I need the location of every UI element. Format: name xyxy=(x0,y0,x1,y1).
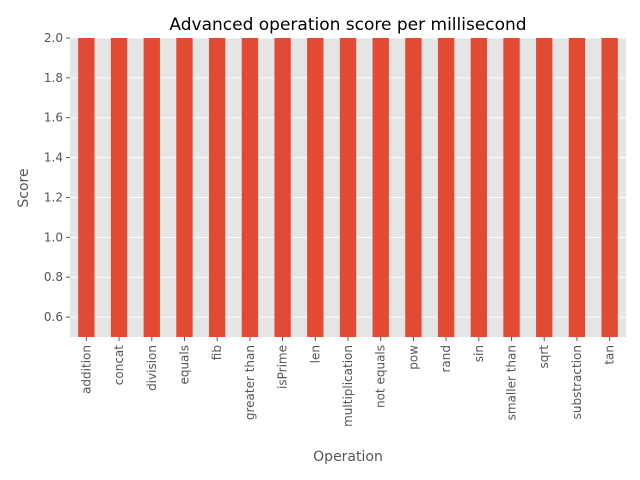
chart-title: Advanced operation score per millisecond xyxy=(169,15,526,35)
x-tick-label: multiplication xyxy=(341,345,355,427)
x-tick-label: rand xyxy=(439,345,453,373)
x-tick-label: greater than xyxy=(243,345,257,420)
x-tick-label: not equals xyxy=(374,345,388,408)
bar-substraction xyxy=(568,38,586,337)
x-tick-label: len xyxy=(308,345,322,363)
x-tick-label: sqrt xyxy=(537,345,551,369)
bar-isPrime xyxy=(274,38,291,337)
bar-not-equals xyxy=(372,38,389,337)
bar-fib xyxy=(209,38,226,337)
bar-greater-than xyxy=(241,38,259,337)
x-tick-label: pow xyxy=(406,345,420,370)
y-tick-label: 2.0 xyxy=(44,31,63,45)
bars xyxy=(78,38,618,337)
y-tick-label: 0.8 xyxy=(44,270,63,284)
bar-sqrt xyxy=(536,38,553,337)
x-axis-label: Operation xyxy=(313,449,383,465)
x-tick-label: smaller than xyxy=(505,345,519,420)
y-axis-label: Score xyxy=(16,168,32,207)
bar-rand xyxy=(437,38,455,337)
bar-multiplication xyxy=(339,38,357,337)
y-axis-ticks: 0.6 0.8 1.0 1.2 1.4 1.6 1.8 2.0 xyxy=(44,31,70,324)
y-tick-label: 1.8 xyxy=(44,71,63,85)
x-tick-label: tan xyxy=(603,345,617,365)
bar-equals xyxy=(176,38,193,337)
bar-pow xyxy=(405,38,422,337)
bar-addition xyxy=(78,38,95,337)
x-tick-label: equals xyxy=(177,345,191,385)
y-tick-label: 1.2 xyxy=(44,190,63,204)
bar-division xyxy=(143,38,160,337)
y-tick-label: 1.4 xyxy=(44,151,63,165)
x-tick-label: fib xyxy=(210,345,224,360)
bar-concat xyxy=(110,38,128,337)
bar-sin xyxy=(470,38,487,337)
x-tick-label: addition xyxy=(79,345,93,394)
x-axis-ticks: addition concat division equals fib greater t… xyxy=(79,337,617,427)
x-tick-label: isPrime xyxy=(276,345,290,389)
bar-len xyxy=(307,38,324,337)
y-tick-label: 1.0 xyxy=(44,230,63,244)
x-tick-label: division xyxy=(145,345,159,391)
x-tick-label: substraction xyxy=(570,345,584,419)
bar-smaller-than xyxy=(503,38,520,337)
x-tick-label: sin xyxy=(472,345,486,362)
y-tick-label: 0.6 xyxy=(44,310,63,324)
bar-tan xyxy=(601,38,618,337)
y-tick-label: 1.6 xyxy=(44,111,63,125)
x-tick-label: concat xyxy=(112,345,126,385)
